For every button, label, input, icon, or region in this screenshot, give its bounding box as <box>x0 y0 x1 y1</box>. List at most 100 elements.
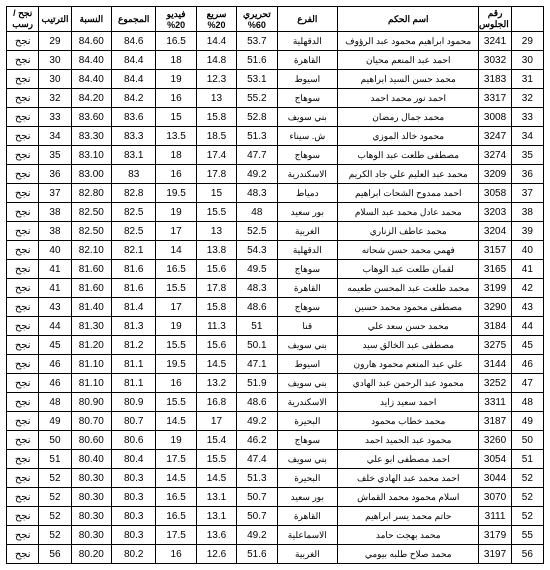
table-row: 433290مصطفى محمود محمد حسينسوهاج48.615.8… <box>7 298 544 317</box>
cell-total: 83.1 <box>112 146 156 165</box>
cell-total: 82.8 <box>112 184 156 203</box>
cell-rank: 49 <box>39 412 71 431</box>
cell-h60: 47.7 <box>237 146 277 165</box>
cell-rowno: 48 <box>511 393 543 412</box>
cell-branch: بور سعيد <box>277 488 338 507</box>
cell-result: نجح <box>7 146 39 165</box>
cell-h60: 54.3 <box>237 241 277 260</box>
cell-h60: 49.2 <box>237 412 277 431</box>
hdr-passno: رقم الجلوس <box>479 7 511 32</box>
cell-pct: 80.30 <box>71 507 111 526</box>
cell-name: احمد ممدوح الشحات ابراهيم <box>338 184 479 203</box>
cell-rank: 56 <box>39 545 71 564</box>
cell-name: محمود عبد الحميد احمد <box>338 431 479 450</box>
cell-rank: 41 <box>39 279 71 298</box>
cell-fast: 17 <box>196 412 236 431</box>
cell-passno: 3157 <box>479 241 511 260</box>
cell-rank: 40 <box>39 241 71 260</box>
table-row: 393204محمد عاطف الزناريالغربية52.5131782… <box>7 222 544 241</box>
cell-passno: 3144 <box>479 355 511 374</box>
cell-fast: 16.8 <box>196 393 236 412</box>
cell-total: 80.2 <box>112 545 156 564</box>
table-row: 483311احمد سعيد زايدالاسكندرية48.616.815… <box>7 393 544 412</box>
table-row: 463144علي عبد المنعم محمود هاروناسيوط47.… <box>7 355 544 374</box>
cell-video: 18 <box>156 146 196 165</box>
cell-video: 17 <box>156 298 196 317</box>
cell-fast: 17.8 <box>196 279 236 298</box>
cell-rowno: 39 <box>511 222 543 241</box>
cell-total: 83 <box>112 165 156 184</box>
cell-rowno: 41 <box>511 260 543 279</box>
cell-h60: 49.2 <box>237 165 277 184</box>
cell-branch: الغربية <box>277 545 338 564</box>
cell-video: 19.5 <box>156 355 196 374</box>
cell-pct: 83.60 <box>71 108 111 127</box>
cell-pct: 80.30 <box>71 526 111 545</box>
cell-video: 16 <box>156 545 196 564</box>
cell-total: 83.6 <box>112 108 156 127</box>
cell-result: نجح <box>7 298 39 317</box>
cell-rank: 33 <box>39 108 71 127</box>
cell-h60: 51.3 <box>237 469 277 488</box>
cell-branch: سوهاج <box>277 431 338 450</box>
cell-fast: 15.8 <box>196 108 236 127</box>
table-row: 563197محمد صلاح طلبه بيوميالغربية51.612.… <box>7 545 544 564</box>
cell-passno: 3203 <box>479 203 511 222</box>
cell-pct: 84.40 <box>71 70 111 89</box>
cell-fast: 15.4 <box>196 431 236 450</box>
hdr-fast: سريع 20% <box>196 7 236 32</box>
cell-total: 83.3 <box>112 127 156 146</box>
cell-rowno: 29 <box>511 32 543 51</box>
cell-rank: 30 <box>39 51 71 70</box>
table-row: 553179محمد بهجت حامدالاسماعلية49.213.617… <box>7 526 544 545</box>
cell-video: 16 <box>156 89 196 108</box>
cell-video: 19 <box>156 70 196 89</box>
cell-branch: الغربية <box>277 222 338 241</box>
cell-passno: 3199 <box>479 279 511 298</box>
cell-branch: بني سويف <box>277 450 338 469</box>
cell-video: 19 <box>156 317 196 336</box>
table-row: 523070اسلام محمود محمد القماشبور سعيد50.… <box>7 488 544 507</box>
cell-rowno: 52 <box>511 488 543 507</box>
cell-rank: 43 <box>39 298 71 317</box>
cell-result: نجح <box>7 431 39 450</box>
cell-rowno: 45 <box>511 336 543 355</box>
table-row: 503260محمود عبد الحميد احمدسوهاج46.215.4… <box>7 431 544 450</box>
cell-rank: 46 <box>39 355 71 374</box>
cell-branch: بني سويف <box>277 108 338 127</box>
cell-rowno: 30 <box>511 51 543 70</box>
cell-passno: 3247 <box>479 127 511 146</box>
table-row: 453275مصطفى عبد الخالق سيدبني سويف50.115… <box>7 336 544 355</box>
cell-rank: 48 <box>39 393 71 412</box>
cell-video: 17.5 <box>156 526 196 545</box>
cell-fast: 15.6 <box>196 260 236 279</box>
cell-name: مصطفى عبد الخالق سيد <box>338 336 479 355</box>
cell-rowno: 50 <box>511 431 543 450</box>
cell-pct: 80.40 <box>71 450 111 469</box>
cell-result: نجح <box>7 127 39 146</box>
cell-name: احمد محمد عبد الهادي خلف <box>338 469 479 488</box>
cell-passno: 3317 <box>479 89 511 108</box>
cell-video: 16 <box>156 374 196 393</box>
cell-name: محمود عبد الرحمن عبد الهادي <box>338 374 479 393</box>
hdr-video: فيديو 20% <box>156 7 196 32</box>
cell-pct: 84.60 <box>71 32 111 51</box>
cell-fast: 13 <box>196 89 236 108</box>
cell-pct: 84.40 <box>71 51 111 70</box>
cell-video: 15.5 <box>156 393 196 412</box>
cell-rowno: 31 <box>511 70 543 89</box>
cell-video: 15 <box>156 108 196 127</box>
cell-fast: 13.2 <box>196 374 236 393</box>
cell-rank: 46 <box>39 374 71 393</box>
cell-rowno: 42 <box>511 279 543 298</box>
cell-pct: 81.20 <box>71 336 111 355</box>
cell-branch: قنا <box>277 317 338 336</box>
cell-rank: 37 <box>39 184 71 203</box>
cell-passno: 3054 <box>479 450 511 469</box>
cell-branch: البحيرة <box>277 469 338 488</box>
cell-rank: 29 <box>39 32 71 51</box>
cell-passno: 3241 <box>479 32 511 51</box>
cell-result: نجح <box>7 89 39 108</box>
cell-branch: اسيوط <box>277 355 338 374</box>
cell-pct: 83.10 <box>71 146 111 165</box>
